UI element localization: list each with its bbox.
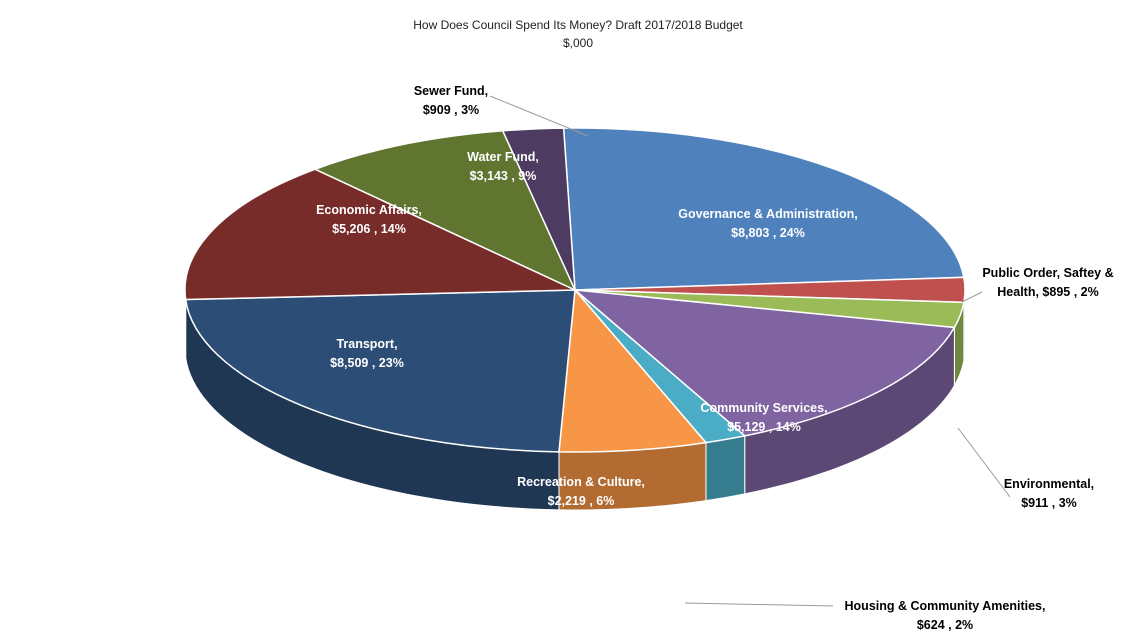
pie-sides [184, 290, 966, 511]
slice-label-sewer-fund: Sewer Fund, [414, 84, 488, 98]
slice-community-services [572, 289, 956, 437]
slice-label-public-order-saftey-health: Public Order, Saftey & [982, 266, 1113, 280]
slice-label-water-fund: Water Fund, [467, 150, 539, 164]
slice-value-community-services: $5,129 , 14% [727, 420, 801, 434]
slice-value-public-order-saftey-health: Health, $895 , 2% [997, 285, 1098, 299]
slice-label-economic-affairs: Economic Affairs, [316, 203, 422, 217]
slice-side-housing-community-amenities [705, 435, 746, 502]
leader-lines [489, 95, 1011, 607]
slice-economic-affairs [184, 168, 576, 301]
leader-line-housing-community-amenities [684, 602, 834, 607]
leader-line-sewer-fund [489, 95, 589, 137]
slice-value-economic-affairs: $5,206 , 14% [332, 222, 406, 236]
slice-value-transport: $8,509 , 23% [330, 356, 404, 370]
slice-value-water-fund: $3,143 , 9% [470, 169, 537, 183]
leader-line-environmental [957, 427, 1011, 498]
slice-label-housing-community-amenities: Housing & Community Amenities, [845, 599, 1046, 613]
slice-value-sewer-fund: $909 , 3% [423, 103, 479, 117]
slice-label-governance-administration: Governance & Administration, [678, 207, 857, 221]
leader-line-public-order-saftey-health [961, 291, 983, 303]
slice-labels: Governance & Administration, $8,803 , 24%… [316, 84, 1114, 632]
slice-recreation-culture [558, 288, 708, 453]
slice-label-transport: Transport, [336, 337, 397, 351]
slice-value-housing-community-amenities: $624 , 2% [917, 618, 973, 632]
slice-label-community-services: Community Services, [700, 401, 827, 415]
chart-title: How Does Council Spend Its Money? Draft … [413, 18, 743, 32]
slice-governance-administration [562, 127, 965, 291]
slice-sewer-fund [501, 127, 576, 291]
chart-subtitle: $,000 [563, 36, 593, 50]
slice-value-governance-administration: $8,803 , 24% [731, 226, 805, 240]
pie-tops [184, 127, 966, 453]
slice-label-recreation-culture: Recreation & Culture, [517, 475, 645, 489]
slice-label-environmental: Environmental, [1004, 477, 1094, 491]
slice-value-environmental: $911 , 3% [1021, 496, 1077, 510]
slice-transport [184, 289, 576, 453]
slice-value-recreation-culture: $2,219 , 6% [548, 494, 615, 508]
slice-water-fund [313, 130, 577, 292]
